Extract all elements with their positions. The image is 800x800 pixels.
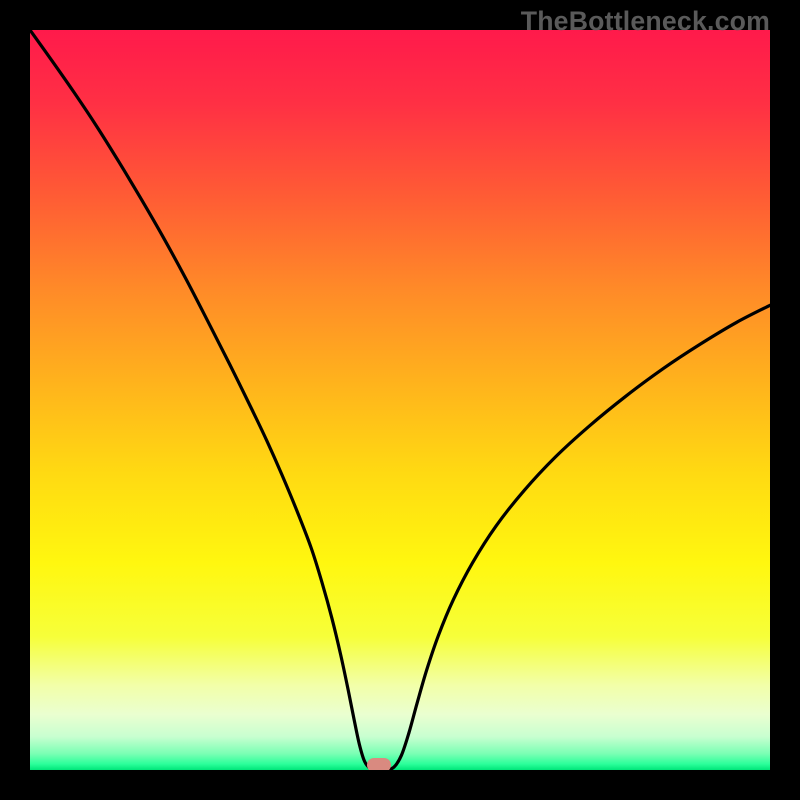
minimum-marker (367, 758, 391, 770)
chart-frame: TheBottleneck.com (0, 0, 800, 800)
bottleneck-curve (30, 30, 770, 770)
watermark-label: TheBottleneck.com (521, 6, 770, 36)
watermark-text: TheBottleneck.com (521, 6, 770, 37)
plot-area (30, 30, 770, 770)
